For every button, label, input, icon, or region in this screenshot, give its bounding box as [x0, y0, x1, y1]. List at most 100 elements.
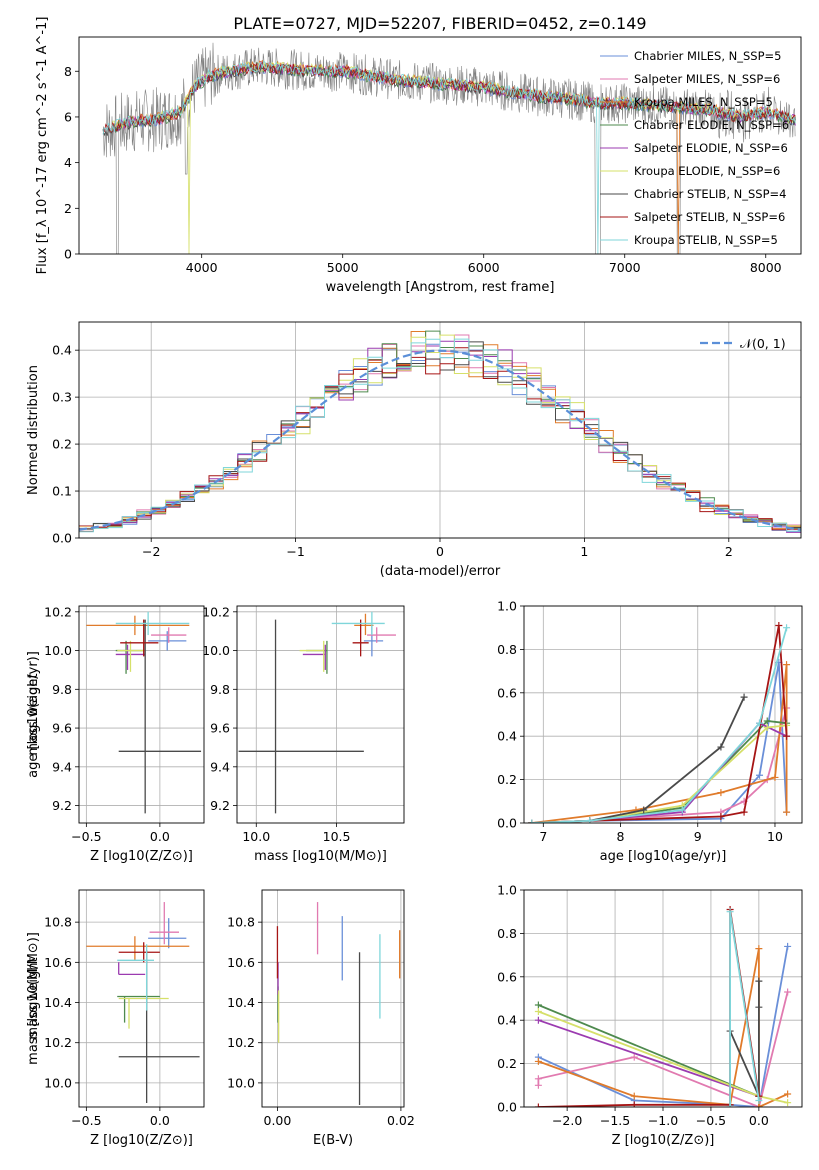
age_vs_mass-frame: [236, 605, 405, 824]
y-tick-label: 0.8: [497, 642, 517, 657]
model-spectrum-kroupa_stelib: [102, 60, 796, 254]
model-spectrum-chabrier_stelib: [102, 63, 796, 137]
y-tick-label: 0.4: [52, 343, 72, 358]
weight-marker-kroupa_stelib: [726, 1103, 734, 1107]
legend-label-gaussian: 𝒩(0, 1): [740, 336, 786, 351]
y-tick-label: 0.6: [497, 969, 517, 984]
weight-line-chabrier_elodie: [538, 1004, 760, 1098]
weight_vs_age-plot-area: [528, 622, 791, 823]
weight-marker-kroupa_miles: [771, 773, 779, 781]
weight-marker-chabrier_miles: [784, 942, 792, 950]
weight-line-chabrier_stelib: [589, 696, 745, 822]
weight-marker-kroupa_miles: [783, 661, 791, 669]
x-tick-label: 0.0: [150, 1113, 170, 1128]
residuals-frame: [78, 321, 802, 539]
y-tick-label: 6: [64, 109, 72, 124]
y-tick-label: 0: [64, 247, 72, 262]
y-tick-label: 9.6: [52, 721, 72, 736]
y-tick-label: 0.6: [497, 685, 517, 700]
x-tick-label: 5000: [327, 260, 359, 275]
legend-label-kroupa_elodie: Kroupa ELODIE, N_SSP=6: [634, 164, 780, 178]
mass_vs_ebv-plot-area: [276, 902, 401, 1105]
histogram-salpeter_stelib: [79, 347, 801, 532]
weight-line-salpeter_stelib: [531, 625, 788, 823]
spectrum-panel: 4000 5000 6000 7000 8000 0 2 4 6 8 wavelength [Ang…: [35, 17, 802, 295]
x-tick-label: 7: [539, 829, 547, 844]
y-tick-label: 10.2: [44, 1035, 72, 1050]
age_vs_Z-plot-area: [86, 611, 202, 814]
y-tick-label: 9.6: [210, 721, 230, 736]
weight-marker-salpeter_stelib: [717, 812, 725, 820]
weight_vs_age-xlabel: age [log10(age/yr)]: [600, 849, 727, 864]
weight-line-salpeter_elodie: [538, 1019, 760, 1098]
spectrum-xlabel: wavelength [Angstrom, rest frame]: [326, 280, 555, 295]
residuals-panel: −2 −1 0 1 2 0.0 0.1 0.2 0.3 0.4 (data-model)/error…: [26, 321, 802, 579]
y-tick-label: 0.0: [497, 1100, 517, 1115]
weight-marker-chabrier_stelib: [740, 693, 748, 701]
y-tick-label: 9.8: [52, 682, 72, 697]
weight-marker-salpeter_stelib: [630, 1101, 638, 1107]
x-tick-label: 9: [694, 829, 702, 844]
y-tick-label: 10.0: [202, 643, 230, 658]
x-tick-label: 0.00: [264, 1113, 292, 1128]
spectrum-plot-area: [102, 42, 796, 254]
weight-marker-salpeter_miles: [534, 1075, 542, 1083]
weight-marker-kroupa_miles: [755, 1103, 763, 1107]
weight-marker-salpeter_stelib: [740, 808, 748, 816]
legend-label-kroupa_miles: Kroupa MILES, N_SSP=5: [634, 95, 773, 109]
weight_vs_age-panel: 7 8 9 10 0.0 0.2 0.4 0.6 0.8 1.0 age [log10(age/yr…: [26, 599, 803, 864]
weight-marker-salpeter_miles: [534, 1081, 542, 1089]
histogram-kroupa_stelib: [79, 338, 801, 533]
x-tick-label: −0.5: [696, 1113, 726, 1128]
x-tick-label: 8000: [750, 260, 782, 275]
y-tick-label: 0.0: [497, 816, 517, 831]
x-tick-label: 0.0: [150, 829, 170, 844]
y-tick-label: 0.4: [497, 729, 517, 744]
residuals-xlabel: (data-model)/error: [380, 564, 501, 579]
x-tick-label: 6000: [468, 260, 500, 275]
weight-marker-chabrier_stelib: [717, 743, 725, 751]
weight-marker-chabrier_elodie: [534, 1001, 542, 1009]
y-tick-label: 10.4: [44, 995, 72, 1010]
weight-line-salpeter_stelib: [538, 909, 760, 1107]
weight-marker-kroupa_stelib: [678, 806, 686, 814]
x-tick-label: 4000: [186, 260, 218, 275]
mass_vs_Z-plot-area: [86, 902, 200, 1103]
weight-marker-kroupa_elodie: [763, 724, 771, 732]
x-tick-label: 10.5: [323, 829, 351, 844]
weight-marker-salpeter_stelib: [775, 622, 783, 630]
weight_vs_Z-ylabel: mass weight: [26, 957, 41, 1039]
y-tick-label: 0.2: [52, 437, 72, 452]
age_vs_mass-panel: 10.0 10.5 9.2 9.4 9.6 9.8 10.0 10.2 mass [log10(…: [202, 604, 405, 864]
mass_vs_ebv-frame: [261, 889, 405, 1108]
y-tick-label: 10.0: [44, 1075, 72, 1090]
y-tick-label: 0.2: [497, 1056, 517, 1071]
x-tick-label: 10: [767, 829, 783, 844]
y-tick-label: 10.2: [227, 1035, 255, 1050]
residuals-ylabel: Normed distribution: [26, 365, 41, 495]
y-tick-label: 10.4: [227, 995, 255, 1010]
weight_vs_Z-plot-area: [534, 906, 792, 1107]
y-tick-label: 10.2: [44, 604, 72, 619]
y-tick-label: 9.4: [210, 759, 230, 774]
weight-marker-chabrier_elodie: [763, 717, 771, 725]
age_vs_Z-panel: −0.5 0.0 9.2 9.4 9.6 9.8 10.0 10.2 Z [log10(Z/Z⊙…: [26, 604, 205, 864]
y-tick-label: 10.6: [44, 955, 72, 970]
y-tick-label: 4: [64, 155, 72, 170]
legend-label-chabrier_miles: Chabrier MILES, N_SSP=5: [634, 49, 781, 63]
x-tick-label: 0.0: [749, 1113, 769, 1128]
weight-marker-kroupa_stelib: [783, 624, 791, 632]
y-tick-label: 9.4: [52, 759, 72, 774]
spectrum-frame: [78, 36, 802, 255]
legend-label-kroupa_stelib: Kroupa STELIB, N_SSP=5: [634, 233, 778, 247]
spectrum-ylabel: Flux [f_λ 10^-17 erg cm^-2 s^-1 A^-1]: [35, 17, 50, 275]
x-tick-label: −2: [142, 544, 160, 559]
y-tick-label: 10.2: [202, 604, 230, 619]
y-tick-label: 0.3: [52, 390, 72, 405]
age_vs_Z-xlabel: Z [log10(Z/Z⊙)]: [90, 849, 193, 864]
weight-marker-kroupa_miles: [784, 1090, 792, 1098]
mass_vs_Z-panel: −0.5 0.0 10.0 10.2 10.4 10.6 10.8 Z [log10(Z/Z⊙…: [26, 889, 205, 1148]
y-tick-label: 10.0: [44, 643, 72, 658]
weight-marker-kroupa_elodie: [784, 1099, 792, 1107]
